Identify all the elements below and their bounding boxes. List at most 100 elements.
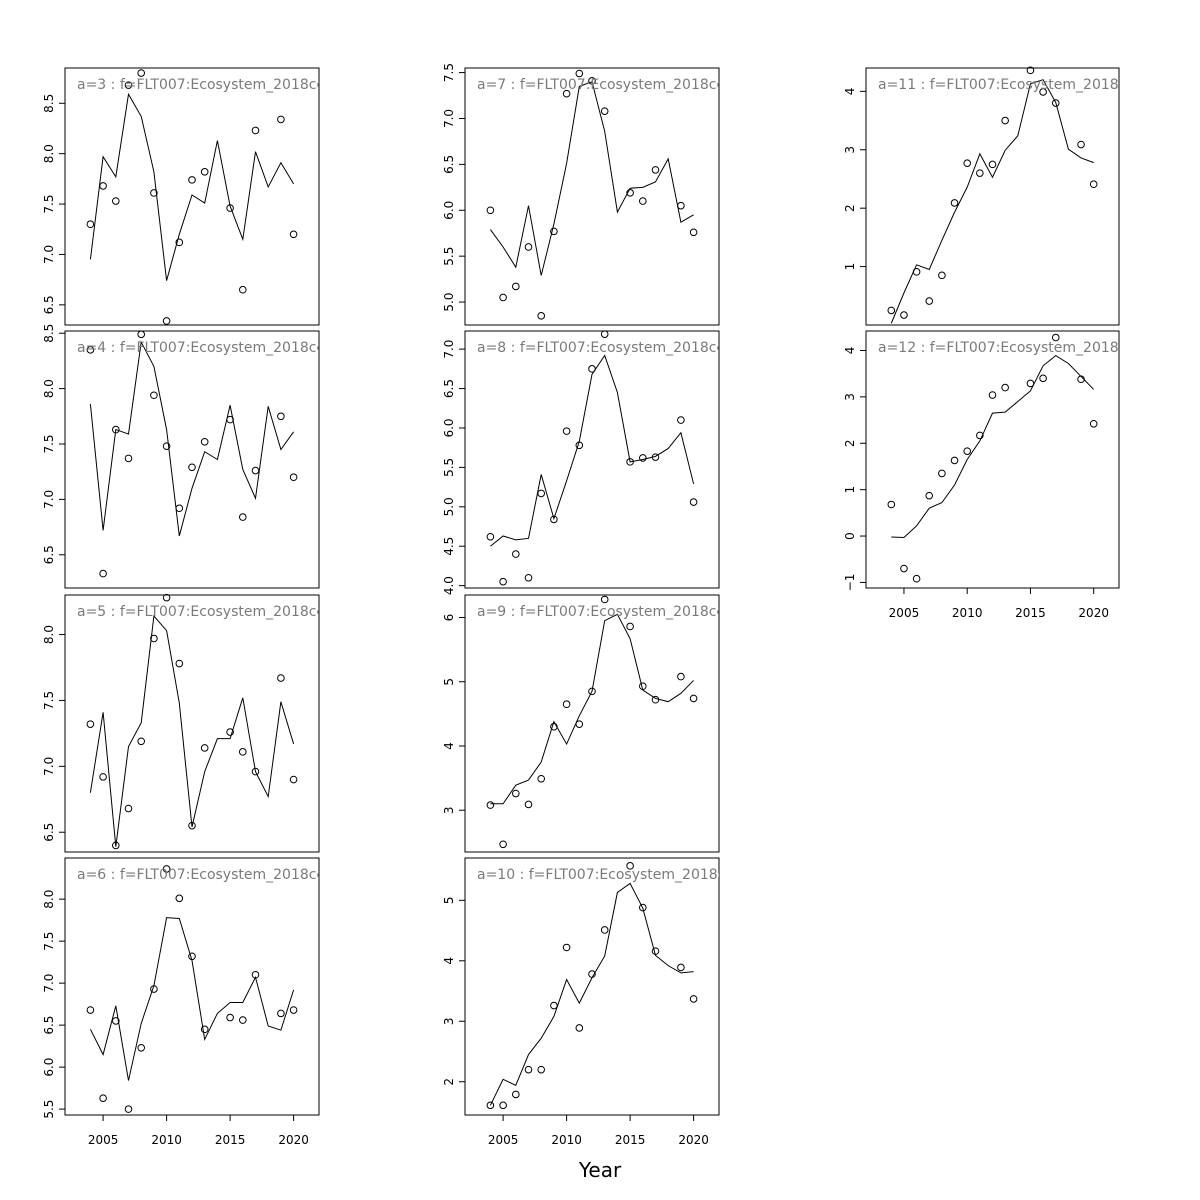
- y-tick-label: 5.5: [442, 247, 456, 266]
- x-tick-label: 2005: [889, 606, 920, 620]
- y-tick-label: 5.0: [442, 497, 456, 516]
- panel-5: 5.0 5.5 6.0 6.5 7.0 7.5 a=7 : f=FLT007:Ecosyst…: [442, 63, 731, 326]
- fitted-line: [489, 882, 694, 1106]
- data-point: [499, 840, 507, 849]
- fitted-line: [89, 917, 295, 1081]
- y-tick-label: 8.0: [42, 625, 56, 644]
- data-point: [486, 801, 495, 809]
- plot-frame: [464, 330, 720, 589]
- y-tick-label: 6.5: [442, 379, 456, 398]
- data-point: [162, 442, 171, 451]
- x-tick-label: 2015: [615, 1133, 646, 1147]
- data-point: [689, 498, 698, 506]
- data-point: [639, 903, 647, 912]
- data-point: [289, 1006, 298, 1014]
- panel-10: −1 0 1 2 3 4 2005 2010 2015 2020 a=12 : f=FLT007:E…: [843, 330, 1120, 620]
- data-point: [651, 453, 660, 461]
- plot-frame: [865, 330, 1120, 589]
- data-point: [289, 775, 298, 784]
- data-point: [1089, 419, 1098, 428]
- x-tick-label: 2015: [1015, 606, 1046, 620]
- data-point: [963, 447, 972, 455]
- plot-frame: [64, 594, 320, 853]
- data-point: [912, 268, 921, 276]
- y-tick-label: 7.5: [42, 691, 56, 710]
- data-point: [175, 659, 184, 668]
- data-point: [251, 767, 260, 776]
- y-tick-label: 4: [843, 347, 857, 355]
- y-tick-label: 7.5: [442, 63, 456, 82]
- data-point: [651, 695, 660, 704]
- y-tick-label: 7.0: [42, 974, 56, 993]
- data-point: [677, 416, 685, 424]
- x-tick-label: 2010: [551, 1133, 582, 1147]
- y-tick-label: 4.0: [442, 576, 456, 595]
- x-tick-label: 2010: [151, 1133, 182, 1147]
- y-tick-label: 5.0: [442, 293, 456, 312]
- data-point: [499, 1101, 507, 1110]
- x-tick-label: 2020: [278, 1133, 309, 1147]
- y-tick-label: 5.5: [42, 1100, 56, 1119]
- data-point: [524, 243, 533, 251]
- data-point: [1051, 99, 1060, 107]
- y-tick-label: 3: [843, 146, 857, 154]
- data-point: [1039, 88, 1047, 96]
- panel-title: a=7 : f=FLT007:Ecosystem_2018cor: [477, 77, 731, 93]
- data-point: [626, 189, 634, 197]
- data-point: [588, 970, 596, 978]
- y-tick-label: 0: [843, 532, 857, 540]
- plot-frame: [865, 67, 1120, 326]
- data-point: [562, 700, 571, 709]
- panel-title: a=8 : f=FLT007:Ecosystem_2018cor: [477, 340, 731, 356]
- panel-title: a=4 : f=FLT007:Ecosystem_2018cor: [77, 340, 331, 356]
- data-point: [99, 773, 107, 781]
- data-point: [112, 197, 120, 205]
- y-tick-label: 4: [442, 957, 456, 965]
- data-point: [150, 634, 158, 643]
- y-tick-label: 4: [843, 88, 857, 96]
- x-tick-label: 2020: [1078, 606, 1109, 620]
- y-tick-label: 8.0: [42, 890, 56, 909]
- data-point: [550, 227, 558, 236]
- data-point: [226, 204, 234, 212]
- y-tick-label: 6.0: [442, 201, 456, 220]
- data-point: [112, 1017, 120, 1025]
- y-tick-label: 4.5: [442, 537, 456, 556]
- data-point: [175, 238, 184, 247]
- data-point: [150, 189, 158, 197]
- data-point: [562, 943, 571, 952]
- y-tick-label: 1: [843, 263, 857, 271]
- data-point: [626, 622, 634, 631]
- data-point: [86, 720, 95, 728]
- y-tick-label: 6: [442, 614, 456, 622]
- data-point: [112, 841, 120, 850]
- y-tick-label: 3: [442, 1017, 456, 1025]
- data-point: [1077, 140, 1085, 149]
- data-point: [251, 466, 260, 475]
- data-point: [251, 126, 260, 135]
- data-point: [499, 293, 507, 302]
- data-point: [162, 865, 171, 873]
- data-point: [600, 107, 609, 115]
- panel-title: a=11 : f=FLT007:Ecosystem_2018cor: [878, 77, 1141, 93]
- plot-frame: [64, 857, 320, 1116]
- data-point: [900, 311, 908, 319]
- data-point: [200, 744, 209, 752]
- data-point: [938, 469, 946, 478]
- data-point: [277, 674, 285, 682]
- panel-6: 4.0 4.5 5.0 5.5 6.0 6.5 7.0 a=8 : f=FLT007:Ecos…: [442, 330, 731, 595]
- plot-frame: [464, 67, 720, 326]
- data-point: [925, 491, 934, 500]
- data-point: [976, 431, 984, 440]
- panel-2: 6.5 7.0 7.5 8.0 8.5 a=4 : f=FLT007:Ecosystem_…: [42, 324, 331, 589]
- data-point: [188, 463, 196, 472]
- data-point: [550, 1001, 558, 1010]
- plot-frame: [64, 67, 320, 326]
- fitted-line: [891, 354, 1095, 538]
- x-tick-label: 2020: [678, 1133, 709, 1147]
- data-point: [200, 168, 209, 176]
- data-point: [639, 454, 647, 462]
- panel-title: a=6 : f=FLT007:Ecosystem_2018cor: [77, 867, 331, 883]
- y-tick-label: 8.0: [42, 144, 56, 163]
- data-point: [289, 473, 298, 482]
